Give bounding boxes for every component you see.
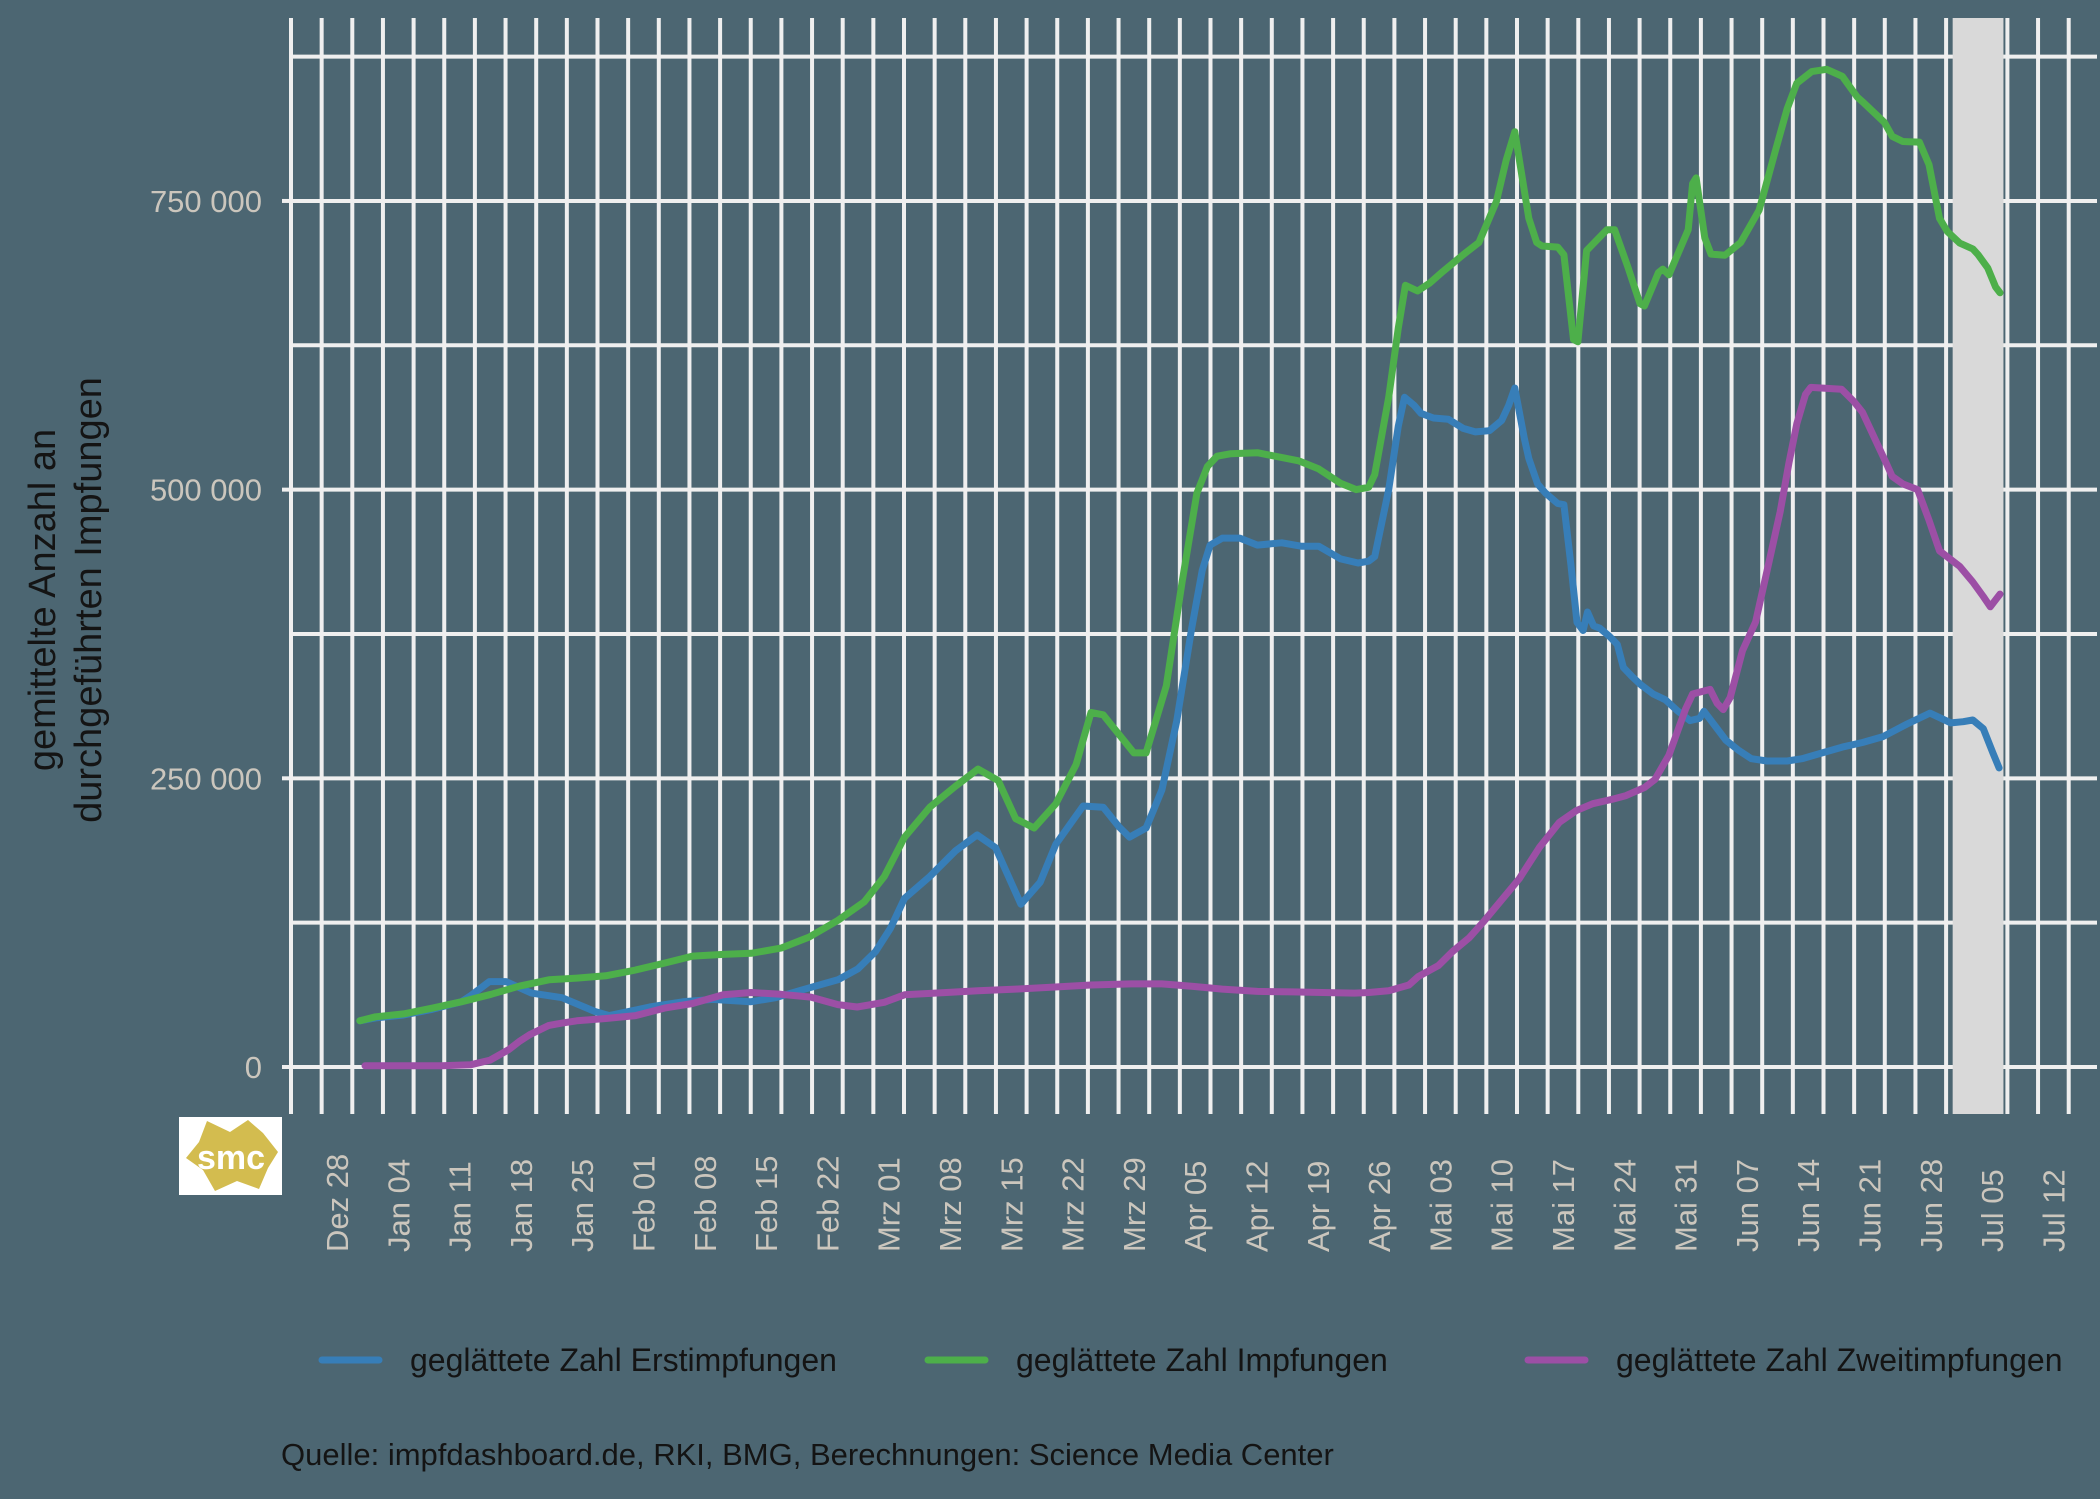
x-tick-label: Feb 15 (749, 1155, 784, 1252)
source-text: Quelle: impfdashboard.de, RKI, BMG, Bere… (281, 1437, 1334, 1472)
smc-logo: smc (179, 1117, 282, 1195)
series-line-zweitimpfungen (361, 383, 2004, 1070)
x-tick-label: Mai 03 (1423, 1159, 1458, 1252)
x-tick-label: Jul 05 (1975, 1169, 2010, 1252)
legend-label: geglättete Zahl Zweitimpfungen (1616, 1342, 2062, 1378)
x-tick-label: Jun 28 (1914, 1159, 1949, 1252)
x-tick-label: Mrz 15 (994, 1157, 1029, 1252)
x-tick-label: Mrz 01 (872, 1157, 907, 1252)
x-tick-label: Jun 07 (1730, 1159, 1765, 1252)
y-axis-title-line2: durchgeführten Impfungen (68, 377, 110, 823)
x-tick-label: Feb 22 (810, 1155, 845, 1252)
x-tick-label: Mai 31 (1669, 1159, 1704, 1252)
series-line-impfungen (356, 65, 2004, 1025)
x-tick-label: Jan 25 (565, 1159, 600, 1252)
x-tick-label: Apr 12 (1240, 1161, 1275, 1252)
legend: geglättete Zahl Erstimpfungen geglättete… (318, 1342, 2062, 1378)
x-tick-label: Jul 12 (2036, 1169, 2071, 1252)
smc-logo-blob (186, 1120, 278, 1191)
x-tick-label: Mrz 22 (1056, 1157, 1091, 1252)
x-tick-label: Feb 08 (688, 1155, 723, 1252)
x-tick-label: Mai 24 (1607, 1159, 1642, 1252)
legend-item-zweitimpfungen: geglättete Zahl Zweitimpfungen (1524, 1342, 2062, 1378)
x-tick-label: Jan 18 (504, 1159, 539, 1252)
x-tick-label: Mai 17 (1546, 1159, 1581, 1252)
x-tick-label: Dez 28 (320, 1154, 355, 1252)
legend-item-erstimpfungen: geglättete Zahl Erstimpfungen (318, 1342, 837, 1378)
x-tick-label: Apr 19 (1301, 1161, 1336, 1252)
x-tick-label: Mai 10 (1485, 1159, 1520, 1252)
series-layer (356, 65, 2004, 1070)
y-tick-label: 750 000 (150, 184, 262, 219)
x-tick-label: Mrz 08 (933, 1157, 968, 1252)
x-tick-label: Jan 11 (443, 1161, 478, 1252)
y-tick-label: 250 000 (150, 761, 262, 796)
legend-label: geglättete Zahl Impfungen (1016, 1342, 1388, 1378)
x-tick-label: Jun 21 (1853, 1159, 1888, 1252)
legend-label: geglättete Zahl Erstimpfungen (410, 1342, 837, 1378)
x-tick-label: Mrz 29 (1117, 1157, 1152, 1252)
smc-logo-text: smc (197, 1139, 265, 1177)
grid-layer (289, 18, 2097, 1114)
y-tick-label: 0 (245, 1050, 262, 1085)
x-tick-label: Apr 05 (1178, 1161, 1213, 1252)
legend-item-impfungen: geglättete Zahl Impfungen (924, 1342, 1388, 1378)
y-axis-title-line1: gemittelte Anzahl an (22, 429, 64, 771)
x-tick-label: Feb 01 (627, 1155, 662, 1252)
x-tick-label: Jan 04 (381, 1159, 416, 1252)
x-tick-label: Jun 14 (1791, 1159, 1826, 1252)
axis-layer: 0 250 000 500 000 750 000 Dez 28 Jan 04 Jan 11… (150, 184, 2071, 1252)
x-tick-label: Apr 26 (1362, 1161, 1397, 1252)
y-tick-label: 500 000 (150, 473, 262, 508)
